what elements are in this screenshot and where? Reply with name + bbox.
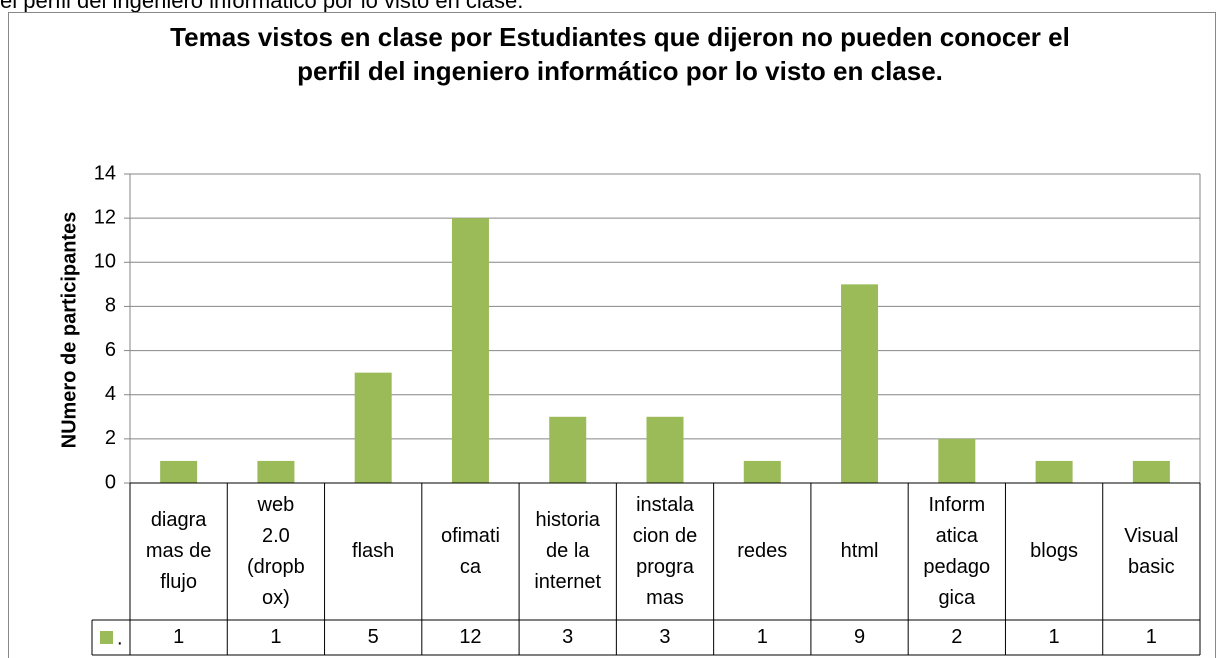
x-tick-label: historia de la internet <box>534 509 602 593</box>
y-tick-label: 14 <box>94 162 116 184</box>
bar <box>1132 460 1170 483</box>
legend-label: . <box>117 627 123 649</box>
bar <box>160 460 198 483</box>
table-value: 9 <box>853 626 866 648</box>
x-tick-label: diagra mas de flujo <box>145 509 212 593</box>
table-value: 3 <box>659 626 671 648</box>
table-value: 1 <box>756 626 768 648</box>
y-tick-label: 4 <box>105 383 116 405</box>
table-value: 1 <box>1048 626 1060 648</box>
x-tick-label: redes <box>737 540 788 562</box>
bar <box>451 218 489 483</box>
bar <box>938 438 976 483</box>
bar <box>646 416 684 483</box>
x-tick-label: ofimati ca <box>440 524 500 578</box>
table-value: 5 <box>367 626 379 648</box>
chart-frame <box>8 12 1216 658</box>
y-tick-label: 12 <box>94 206 116 228</box>
cropped-text: el perfil del ingeniero informático por … <box>0 0 524 13</box>
bar <box>841 284 879 483</box>
legend-key <box>100 631 113 644</box>
x-tick-label: instala cion de progra mas <box>632 493 698 609</box>
y-tick-label: 8 <box>105 295 116 317</box>
x-tick-label: Visual basic <box>1124 524 1179 578</box>
bar <box>549 416 587 483</box>
table-value: 1 <box>1145 626 1157 648</box>
y-tick-label: 2 <box>105 427 116 449</box>
y-tick-label: 6 <box>105 339 116 361</box>
y-tick-label: 10 <box>94 251 116 273</box>
bar <box>354 372 392 483</box>
x-tick-label: blogs <box>1030 540 1078 562</box>
x-tick-label: Inform atica pedago gica <box>923 493 991 609</box>
y-axis-label: NUmero de participantes <box>58 212 80 449</box>
bar <box>743 460 781 483</box>
table-value: 2 <box>951 626 963 648</box>
chart-title: Temas vistos en clase por Estudiantes qu… <box>170 22 1070 86</box>
table-value: 1 <box>173 626 185 648</box>
table-value: 12 <box>459 626 482 648</box>
x-tick-label: html <box>840 540 879 562</box>
bar <box>257 460 295 483</box>
x-tick-label: flash <box>352 540 395 562</box>
y-tick-label: 0 <box>105 471 116 493</box>
x-tick-label: web 2.0 (dropb ox) <box>246 493 305 609</box>
bar <box>1035 460 1073 483</box>
table-value: 3 <box>562 626 574 648</box>
table-value: 1 <box>270 626 282 648</box>
